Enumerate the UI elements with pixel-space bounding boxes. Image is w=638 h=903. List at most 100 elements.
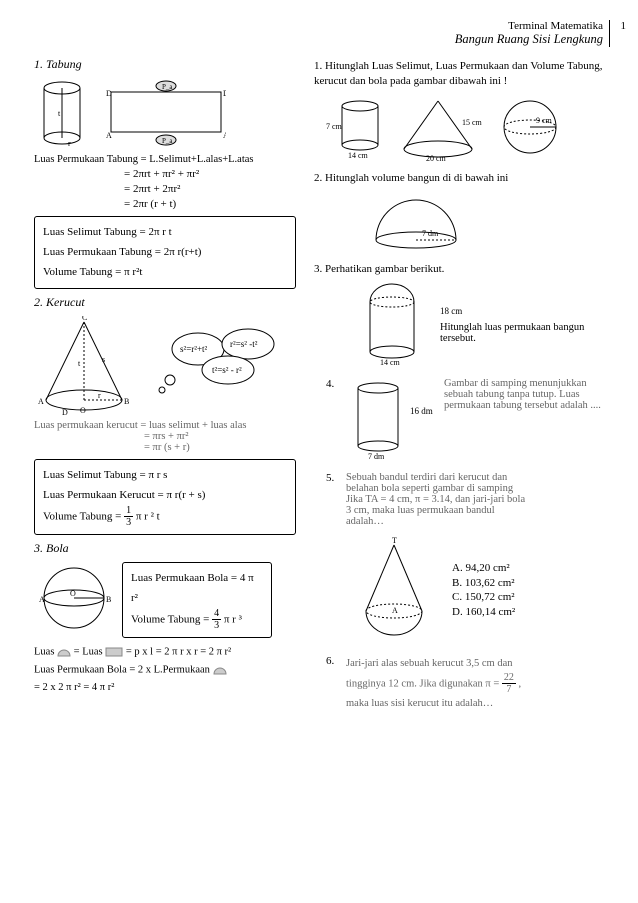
columns: 1. Tabung t r P_a D D' A bbox=[34, 53, 610, 723]
thought-cloud-icon: s²=r²+t² r²=s² -t² t²=s² - r² bbox=[140, 316, 290, 406]
q5-figure: T A A. 94,20 cm² B. 103,62 cm² C. 150,72… bbox=[326, 535, 604, 645]
halfsphere-icon bbox=[57, 646, 71, 658]
kerucut-eq2: = πr (s + r) bbox=[144, 442, 296, 453]
cone-icon: C A B O D s t r bbox=[34, 316, 134, 416]
box1-line3: Volume Tabung = π r²t bbox=[43, 263, 287, 283]
q4-num: 4. bbox=[326, 378, 340, 390]
fraction-22-7-icon: 227 bbox=[502, 673, 516, 695]
svg-text:A: A bbox=[392, 606, 398, 615]
svg-text:s: s bbox=[102, 355, 105, 364]
q3-side: 18 cm Hitunglah luas permukaan bangun te… bbox=[440, 306, 604, 344]
cloud-eq-c: t²=s² - r² bbox=[212, 365, 242, 375]
q2-hemisphere-icon: 7 dm bbox=[366, 192, 476, 252]
rect-icon bbox=[105, 647, 123, 657]
q3-d: 14 cm bbox=[380, 358, 401, 367]
q1-cone-icon: 15 cm 20 cm bbox=[396, 95, 490, 161]
q1-sphere-icon: 9 cm bbox=[496, 95, 566, 161]
q5-bandul-icon: T A bbox=[352, 535, 436, 645]
q4-open-cylinder-icon: 7 dm bbox=[346, 378, 410, 462]
svg-text:D: D bbox=[62, 408, 68, 416]
eq-1: = 2πrt + πr² + πr² bbox=[124, 168, 296, 180]
bola-derivation-3: = 2 x 2 π r² = 4 π r² bbox=[34, 682, 296, 693]
q3-figure: 14 cm 18 cm Hitunglah luas permukaan ban… bbox=[326, 282, 604, 368]
figure-bola: A B O Luas Permukaan Bola = 4 π r² Volum… bbox=[34, 562, 296, 638]
page-number: 1 bbox=[621, 20, 627, 32]
svg-text:D': D' bbox=[223, 89, 226, 98]
svg-text:A: A bbox=[39, 595, 45, 604]
q3-h: 18 cm bbox=[440, 306, 604, 316]
q1-h7: 7 cm bbox=[326, 122, 343, 131]
section-1-title: 1. Tabung bbox=[34, 57, 296, 72]
eq-3: = 2πr (r + t) bbox=[124, 198, 296, 210]
section-1-caption: Luas Permukaan Tabung = L.Selimut+L.alas… bbox=[34, 154, 296, 165]
cylinder-icon: t r bbox=[34, 78, 90, 150]
svg-text:A': A' bbox=[223, 131, 226, 140]
q5-num: 5. bbox=[326, 472, 340, 484]
question-3: 3. Perhatikan gambar berikut. bbox=[314, 262, 604, 277]
box1-line2: Luas Permukaan Tabung = 2π r(r+t) bbox=[43, 243, 287, 263]
question-1: 1. Hitunglah Luas Selimut, Luas Permukaa… bbox=[314, 59, 604, 89]
q2-figure: 7 dm bbox=[326, 192, 604, 252]
svg-text:O: O bbox=[80, 406, 86, 415]
kerucut-text: Luas permukaan kerucut = luas selimut + … bbox=[34, 420, 296, 431]
q1-figures: 7 cm 14 cm 15 cm 20 cm 9 cm bbox=[326, 95, 604, 161]
section-2-title: 2. Kerucut bbox=[34, 295, 296, 310]
left-column: 1. Tabung t r P_a D D' A bbox=[34, 53, 296, 723]
q5-text: Sebuah bandul terdiri dari kerucut dan b… bbox=[346, 472, 604, 527]
eq-2: = 2πrt + 2πr² bbox=[124, 183, 296, 195]
q5-ans-b: B. 103,62 cm² bbox=[452, 576, 515, 591]
cloud-eq-b: r²=s² -t² bbox=[230, 339, 258, 349]
fraction-4-3-icon: 43 bbox=[212, 609, 221, 631]
cloud-eq-a: s²=r²+t² bbox=[180, 344, 208, 354]
svg-text:A: A bbox=[106, 131, 112, 140]
q6-row: 6. Jari-jari alas sebuah kerucut 3,5 cm … bbox=[326, 655, 604, 713]
q2-label: 7 dm bbox=[422, 229, 439, 238]
header: Terminal Matematika Bangun Ruang Sisi Le… bbox=[34, 20, 610, 47]
q5-row: 5. Sebuah bandul terdiri dari kerucut da… bbox=[326, 472, 604, 527]
box1-line1: Luas Selimut Tabung = 2π r t bbox=[43, 223, 287, 243]
box3-line1: Luas Permukaan Bola = 4 π r² bbox=[131, 569, 263, 609]
q5-ans-c: C. 150,72 cm² bbox=[452, 590, 515, 605]
q4-text: Gambar di samping menunjukkan sebuah tab… bbox=[444, 378, 604, 411]
box2-l3-suf: π r ² t bbox=[136, 511, 160, 523]
formula-box-kerucut: Luas Selimut Tabung = π r s Luas Permuka… bbox=[34, 459, 296, 535]
figure-kerucut: C A B O D s t r s²=r²+t² r²=s² -t² bbox=[34, 316, 296, 416]
q4-d: 7 dm bbox=[368, 452, 385, 461]
box2-line3: Volume Tabung = 13 π r ² t bbox=[43, 506, 287, 528]
svg-text:D: D bbox=[106, 89, 112, 98]
box2-line2: Luas Permukaan Kerucut = π r(r + s) bbox=[43, 486, 287, 506]
svg-text:t: t bbox=[58, 109, 61, 118]
section-3-title: 3. Bola bbox=[34, 541, 296, 556]
bola-derivation-1: Luas = Luas = p x l = 2 π r x r = 2 π r² bbox=[34, 646, 296, 658]
fraction-1-3-icon: 13 bbox=[124, 506, 133, 528]
svg-text:P_a: P_a bbox=[162, 137, 173, 145]
q3-cylinder-hemisphere-icon: 14 cm bbox=[356, 282, 434, 368]
box2-l3-pre: Volume Tabung = bbox=[43, 511, 124, 523]
q1-r9: 9 cm bbox=[536, 116, 553, 125]
formula-box-bola: Luas Permukaan Bola = 4 π r² Volume Tabu… bbox=[122, 562, 272, 638]
svg-text:B: B bbox=[106, 595, 111, 604]
q1-cylinder-icon: 7 cm 14 cm bbox=[326, 95, 390, 161]
halfsphere-icon-2 bbox=[213, 664, 227, 676]
svg-text:B: B bbox=[124, 397, 129, 406]
q1-b20: 20 cm bbox=[426, 154, 447, 161]
svg-text:C: C bbox=[82, 316, 87, 322]
q3-text: Hitunglah luas permukaan bangun tersebut… bbox=[440, 322, 604, 344]
q1-s15: 15 cm bbox=[462, 118, 483, 127]
unrolled-rectangle-icon: P_a D D' A A' P_a bbox=[96, 78, 226, 150]
q5-ans-a: A. 94,20 cm² bbox=[452, 561, 515, 576]
box3-line2: Volume Tabung = 43 π r ³ bbox=[131, 609, 263, 631]
sphere-icon: A B O bbox=[34, 562, 116, 634]
box2-line1: Luas Selimut Tabung = π r s bbox=[43, 466, 287, 486]
question-2: 2. Hitunglah volume bangun di di bawah i… bbox=[314, 171, 604, 186]
q6-text: Jari-jari alas sebuah kerucut 3,5 cm dan… bbox=[346, 655, 604, 713]
right-column: 1. Hitunglah Luas Selimut, Luas Permukaa… bbox=[314, 53, 604, 723]
q1-d14: 14 cm bbox=[348, 151, 369, 160]
svg-text:A: A bbox=[38, 397, 44, 406]
svg-text:t: t bbox=[78, 359, 81, 368]
header-title: Bangun Ruang Sisi Lengkung bbox=[34, 32, 603, 47]
header-site: Terminal Matematika bbox=[34, 20, 603, 32]
q6-num: 6. bbox=[326, 655, 340, 667]
figure-tabung: t r P_a D D' A A' P_a bbox=[34, 78, 296, 150]
svg-text:r: r bbox=[98, 391, 101, 400]
